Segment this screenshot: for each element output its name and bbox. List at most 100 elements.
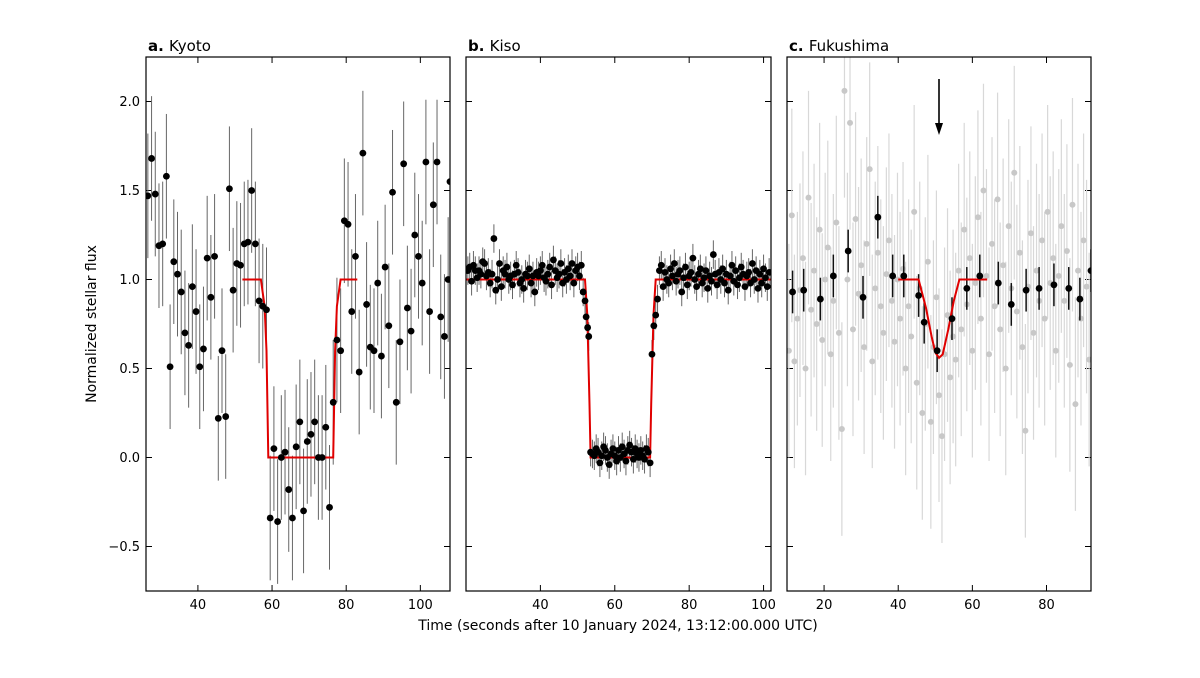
data-point bbox=[582, 313, 590, 321]
data-point bbox=[296, 418, 304, 426]
data-point bbox=[326, 503, 333, 511]
raw-data-point bbox=[1072, 401, 1079, 408]
data-point bbox=[538, 261, 546, 269]
data-point bbox=[728, 261, 736, 269]
data-point bbox=[629, 455, 637, 463]
data-point bbox=[659, 283, 667, 291]
raw-data-point bbox=[874, 249, 881, 256]
x-tick-label: 80 bbox=[1038, 598, 1055, 613]
data-point bbox=[207, 293, 215, 301]
data-point bbox=[392, 398, 400, 406]
data-point bbox=[415, 252, 422, 260]
data-point bbox=[177, 288, 185, 296]
raw-data-point bbox=[1019, 344, 1026, 351]
raw-data-point bbox=[819, 337, 826, 344]
data-point bbox=[546, 263, 554, 271]
data-point bbox=[281, 448, 289, 456]
raw-data-point bbox=[989, 240, 996, 247]
data-point bbox=[226, 185, 233, 193]
data-point bbox=[433, 158, 441, 166]
data-point bbox=[289, 514, 296, 522]
data-point bbox=[641, 455, 648, 463]
data-point bbox=[765, 268, 771, 276]
raw-data-point bbox=[1011, 169, 1018, 176]
data-point bbox=[270, 445, 278, 452]
data-point bbox=[816, 295, 824, 303]
raw-data-point bbox=[787, 347, 792, 354]
data-point bbox=[151, 190, 159, 198]
data-point bbox=[514, 268, 522, 276]
raw-data-point bbox=[788, 212, 795, 219]
panel-frame bbox=[145, 56, 451, 592]
raw-data-point bbox=[1033, 267, 1040, 274]
panel-frame bbox=[786, 56, 1092, 592]
panel-1: a. Kyoto 40 60 80 100 −0.5 0.0 0.5 1.0 1.5 2.0 bbox=[108, 37, 451, 613]
data-point bbox=[789, 288, 796, 296]
data-point bbox=[337, 347, 345, 355]
raw-data-point bbox=[1039, 237, 1046, 244]
data-point bbox=[426, 308, 434, 315]
data-point bbox=[656, 267, 663, 274]
raw-data-point bbox=[1005, 223, 1012, 230]
data-point bbox=[411, 231, 419, 239]
data-point bbox=[1050, 281, 1058, 289]
data-point bbox=[758, 279, 766, 287]
data-point bbox=[963, 285, 971, 292]
raw-data-point bbox=[1041, 315, 1048, 322]
data-point bbox=[1022, 286, 1030, 294]
data-point bbox=[1035, 285, 1043, 292]
raw-data-point bbox=[983, 272, 990, 279]
data-point bbox=[509, 281, 516, 289]
data-point bbox=[631, 445, 639, 452]
raw-data-point bbox=[849, 326, 856, 333]
data-point bbox=[859, 293, 867, 301]
raw-data-point bbox=[880, 329, 887, 336]
data-point bbox=[536, 267, 544, 274]
data-point bbox=[162, 172, 170, 180]
raw-data-point bbox=[1050, 255, 1057, 262]
data-point bbox=[900, 272, 908, 280]
raw-data-point bbox=[894, 276, 901, 283]
data-point bbox=[196, 363, 204, 371]
data-point bbox=[550, 256, 557, 264]
data-point bbox=[665, 279, 673, 287]
data-point bbox=[695, 270, 702, 278]
y-tick-label: 0.5 bbox=[119, 362, 140, 377]
data-point bbox=[760, 265, 767, 273]
data-point bbox=[518, 276, 526, 283]
data-point bbox=[300, 507, 307, 515]
data-point bbox=[527, 279, 535, 287]
data-point bbox=[222, 413, 230, 420]
data-point bbox=[763, 283, 771, 291]
data-point bbox=[732, 267, 740, 274]
data-point bbox=[396, 338, 404, 346]
raw-data-point bbox=[811, 267, 818, 274]
raw-data-point bbox=[947, 374, 954, 381]
data-point bbox=[844, 247, 852, 255]
data-point bbox=[661, 268, 669, 276]
data-point bbox=[689, 254, 697, 262]
y-tick-label: 1.5 bbox=[119, 184, 140, 199]
raw-data-point bbox=[858, 262, 865, 269]
raw-data-point bbox=[791, 358, 798, 365]
data-point bbox=[481, 260, 488, 267]
data-point bbox=[566, 272, 574, 280]
data-point bbox=[159, 240, 167, 248]
raw-data-point bbox=[1080, 237, 1087, 244]
data-point bbox=[557, 260, 565, 267]
data-point bbox=[570, 279, 578, 287]
data-point bbox=[525, 265, 533, 273]
data-point bbox=[676, 267, 684, 274]
x-tick-label: 20 bbox=[816, 598, 833, 613]
raw-data-point bbox=[911, 208, 918, 215]
raw-data-point bbox=[1013, 308, 1020, 315]
raw-data-point bbox=[936, 392, 942, 399]
data-point bbox=[741, 283, 749, 291]
data-point bbox=[255, 297, 263, 305]
raw-data-point bbox=[1063, 248, 1070, 255]
raw-data-point bbox=[919, 410, 926, 416]
raw-data-point bbox=[827, 351, 834, 358]
data-point bbox=[181, 329, 189, 337]
data-point bbox=[948, 315, 956, 323]
